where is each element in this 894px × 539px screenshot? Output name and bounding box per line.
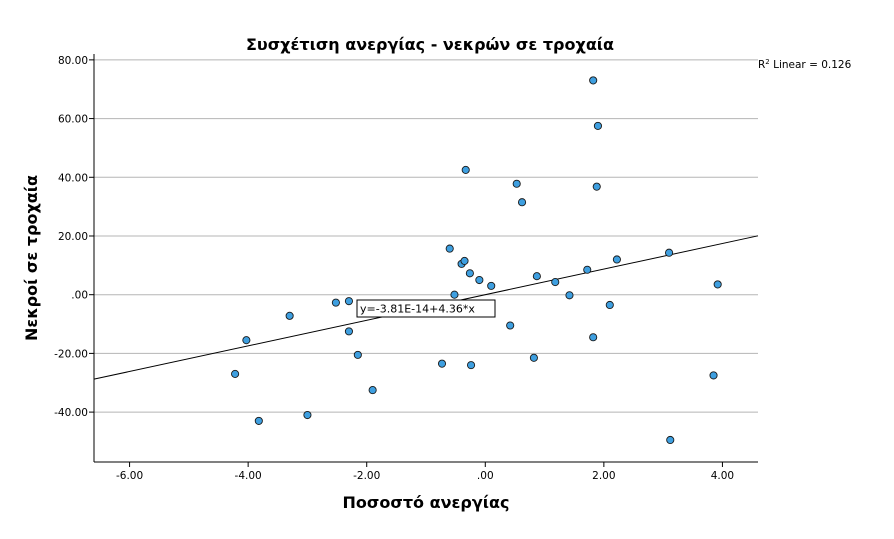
x-tick-label: 2.00 bbox=[592, 470, 615, 482]
data-point bbox=[254, 416, 263, 425]
data-point bbox=[368, 386, 377, 395]
x-tick-label: .00 bbox=[477, 470, 494, 482]
data-point bbox=[437, 359, 447, 368]
y-tick-label: -20.00 bbox=[54, 348, 88, 360]
chart-title: Συσχέτιση ανεργίας - νεκρών σε τροχαία bbox=[246, 35, 614, 54]
grid bbox=[94, 59, 758, 413]
data-point bbox=[450, 290, 459, 299]
axes bbox=[93, 54, 758, 463]
y-tick-label: .00 bbox=[71, 290, 88, 302]
data-point bbox=[242, 336, 251, 345]
equation-label-box: y=-3.81E-14+4.36*x bbox=[356, 299, 496, 318]
data-point bbox=[551, 278, 560, 287]
data-point bbox=[461, 165, 470, 174]
data-point bbox=[589, 333, 598, 342]
data-point bbox=[475, 275, 484, 285]
r2-label: R2 Linear = 0.126 bbox=[758, 58, 852, 71]
y-tick-label: 60.00 bbox=[58, 114, 88, 126]
equation-label: y=-3.81E-14+4.36*x bbox=[360, 303, 475, 316]
x-tick-label: -2.00 bbox=[353, 470, 380, 482]
data-point bbox=[512, 179, 521, 188]
data-point bbox=[467, 361, 476, 370]
equation-box bbox=[356, 299, 496, 318]
y-tick-label: 20.00 bbox=[58, 231, 88, 243]
data-point bbox=[487, 281, 496, 290]
data-point bbox=[532, 272, 541, 281]
data-point bbox=[517, 198, 527, 207]
data-point bbox=[713, 280, 722, 289]
y-tick-label: 80.00 bbox=[58, 55, 88, 67]
data-point bbox=[465, 269, 474, 278]
data-point bbox=[605, 300, 614, 310]
data-point bbox=[353, 350, 362, 359]
y-tick-label: 40.00 bbox=[58, 172, 88, 184]
data-point bbox=[529, 353, 538, 362]
y-axis-label: Νεκροί σε τροχαία bbox=[22, 175, 41, 341]
data-point bbox=[565, 291, 574, 300]
y-axis-ticks: -40.00 -20.00 .00 20.00 40.00 60.00 80.00 bbox=[54, 55, 94, 419]
data-points bbox=[231, 76, 722, 445]
x-tick-label: -4.00 bbox=[235, 470, 262, 482]
data-point bbox=[303, 410, 312, 420]
data-point bbox=[709, 371, 718, 380]
data-point bbox=[460, 256, 469, 265]
x-tick-label: -6.00 bbox=[116, 470, 143, 482]
data-point bbox=[592, 182, 601, 191]
y-tick-label: -40.00 bbox=[54, 407, 88, 419]
data-point bbox=[593, 121, 602, 130]
data-point bbox=[506, 321, 515, 330]
x-axis-ticks: -6.00 -4.00 -2.00 .00 2.00 4.00 bbox=[116, 462, 734, 482]
data-point bbox=[231, 369, 240, 378]
data-point bbox=[445, 244, 454, 253]
data-point bbox=[666, 435, 675, 445]
data-point bbox=[331, 298, 340, 307]
data-point bbox=[344, 297, 353, 306]
x-axis-label: Ποσοστό ανεργίας bbox=[343, 493, 510, 512]
r2-superscript: 2 bbox=[765, 58, 769, 66]
data-point bbox=[665, 248, 674, 257]
data-point bbox=[612, 255, 621, 264]
x-tick-label: 4.00 bbox=[711, 470, 734, 482]
data-point bbox=[344, 327, 353, 336]
data-point bbox=[589, 76, 598, 85]
data-point bbox=[583, 265, 592, 274]
data-point bbox=[285, 311, 294, 320]
r2-value: Linear = 0.126 bbox=[773, 59, 851, 71]
